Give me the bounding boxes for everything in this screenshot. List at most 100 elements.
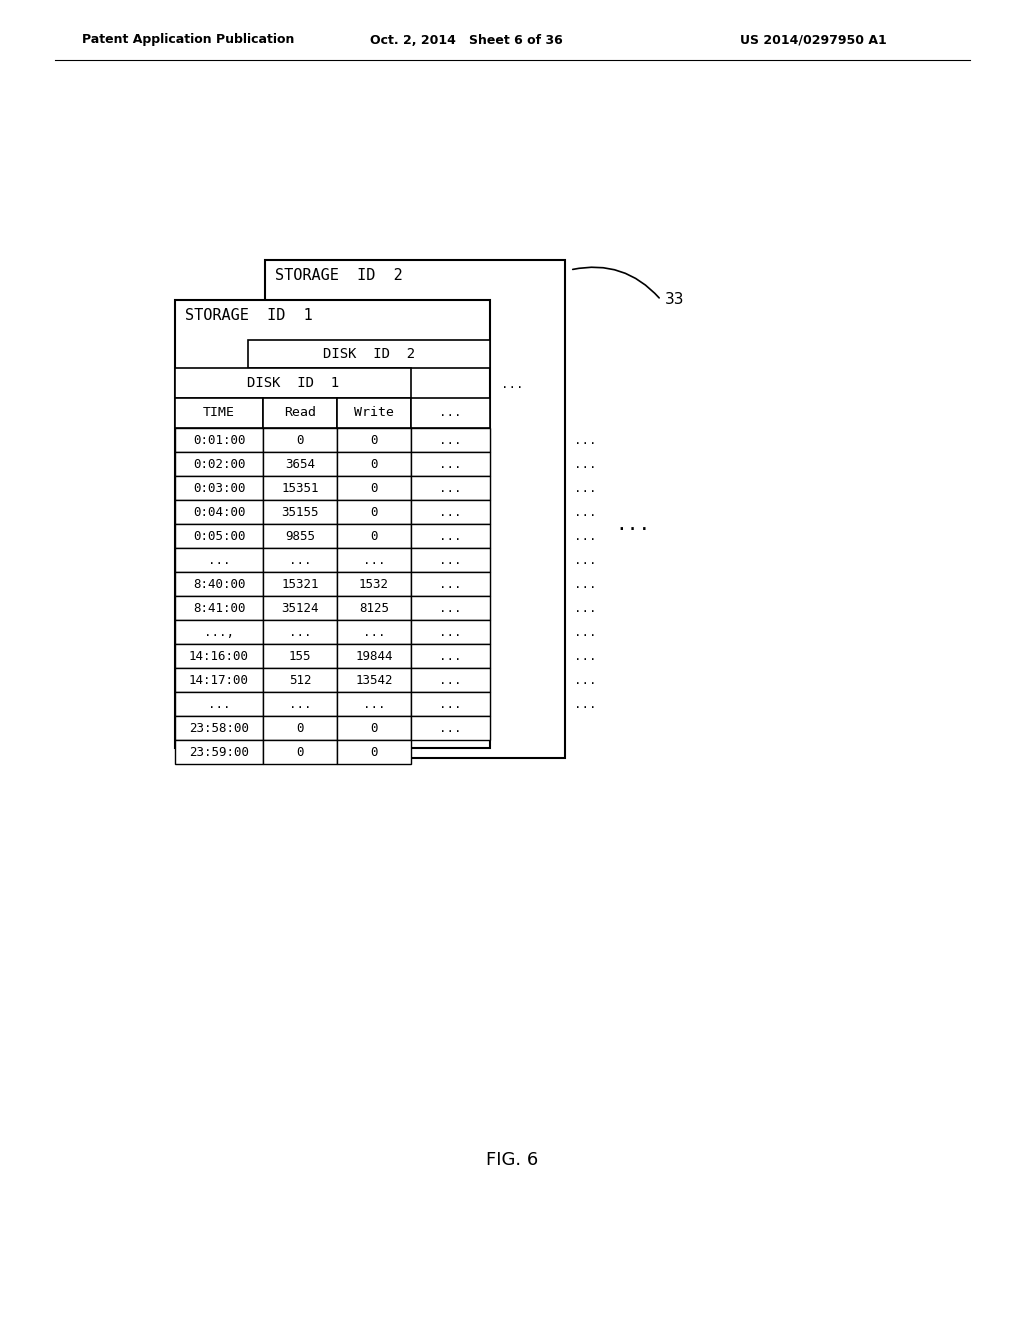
Text: ...: ... bbox=[615, 515, 650, 533]
FancyBboxPatch shape bbox=[263, 548, 337, 572]
FancyBboxPatch shape bbox=[175, 300, 490, 748]
FancyBboxPatch shape bbox=[265, 260, 565, 758]
FancyBboxPatch shape bbox=[337, 524, 411, 548]
FancyBboxPatch shape bbox=[263, 597, 337, 620]
FancyBboxPatch shape bbox=[337, 597, 411, 620]
Text: ...: ... bbox=[439, 722, 462, 734]
Text: ...: ... bbox=[439, 578, 462, 590]
Text: 15351: 15351 bbox=[282, 482, 318, 495]
FancyBboxPatch shape bbox=[337, 572, 411, 597]
FancyBboxPatch shape bbox=[175, 741, 263, 764]
Text: 8125: 8125 bbox=[359, 602, 389, 615]
Text: 0:05:00: 0:05:00 bbox=[193, 529, 246, 543]
Text: TIME: TIME bbox=[203, 407, 234, 420]
Text: Oct. 2, 2014   Sheet 6 of 36: Oct. 2, 2014 Sheet 6 of 36 bbox=[370, 33, 563, 46]
Text: ...: ... bbox=[439, 602, 462, 615]
FancyBboxPatch shape bbox=[411, 428, 490, 451]
FancyBboxPatch shape bbox=[263, 741, 337, 764]
Text: 0: 0 bbox=[371, 482, 378, 495]
Text: 0: 0 bbox=[296, 433, 304, 446]
Text: ...: ... bbox=[573, 697, 596, 710]
FancyBboxPatch shape bbox=[411, 597, 490, 620]
Text: US 2014/0297950 A1: US 2014/0297950 A1 bbox=[740, 33, 887, 46]
FancyBboxPatch shape bbox=[337, 644, 411, 668]
FancyBboxPatch shape bbox=[337, 548, 411, 572]
Text: ...: ... bbox=[573, 482, 596, 495]
Text: 155: 155 bbox=[289, 649, 311, 663]
FancyBboxPatch shape bbox=[411, 451, 490, 477]
Text: ...: ... bbox=[439, 626, 462, 639]
Text: 0:03:00: 0:03:00 bbox=[193, 482, 246, 495]
Text: 0: 0 bbox=[371, 433, 378, 446]
FancyBboxPatch shape bbox=[175, 644, 263, 668]
FancyBboxPatch shape bbox=[175, 668, 263, 692]
FancyBboxPatch shape bbox=[175, 399, 263, 428]
FancyBboxPatch shape bbox=[411, 644, 490, 668]
Text: 0:01:00: 0:01:00 bbox=[193, 433, 246, 446]
Text: ...: ... bbox=[439, 529, 462, 543]
FancyBboxPatch shape bbox=[411, 620, 490, 644]
FancyBboxPatch shape bbox=[263, 620, 337, 644]
Text: ...: ... bbox=[573, 506, 596, 519]
Text: ...: ... bbox=[573, 649, 596, 663]
FancyBboxPatch shape bbox=[175, 500, 263, 524]
FancyBboxPatch shape bbox=[411, 500, 490, 524]
Text: ...: ... bbox=[289, 697, 311, 710]
FancyBboxPatch shape bbox=[175, 597, 263, 620]
FancyBboxPatch shape bbox=[411, 715, 490, 741]
Text: ...: ... bbox=[501, 379, 523, 392]
FancyBboxPatch shape bbox=[175, 368, 411, 399]
Text: DISK  ID  2: DISK ID 2 bbox=[323, 347, 415, 360]
FancyBboxPatch shape bbox=[337, 668, 411, 692]
FancyBboxPatch shape bbox=[411, 668, 490, 692]
FancyBboxPatch shape bbox=[263, 399, 337, 428]
FancyBboxPatch shape bbox=[337, 620, 411, 644]
Text: 15321: 15321 bbox=[282, 578, 318, 590]
FancyBboxPatch shape bbox=[337, 428, 411, 451]
FancyBboxPatch shape bbox=[411, 477, 490, 500]
Text: ...: ... bbox=[362, 553, 385, 566]
FancyBboxPatch shape bbox=[175, 572, 263, 597]
Text: ...: ... bbox=[439, 433, 462, 446]
Text: Read: Read bbox=[284, 407, 316, 420]
Text: ...: ... bbox=[439, 407, 462, 420]
FancyBboxPatch shape bbox=[337, 399, 411, 428]
Text: 0: 0 bbox=[296, 722, 304, 734]
Text: 0: 0 bbox=[371, 458, 378, 470]
Text: Patent Application Publication: Patent Application Publication bbox=[82, 33, 294, 46]
Text: 33: 33 bbox=[665, 293, 684, 308]
FancyBboxPatch shape bbox=[263, 572, 337, 597]
Text: ...: ... bbox=[289, 626, 311, 639]
Text: ...: ... bbox=[573, 673, 596, 686]
FancyBboxPatch shape bbox=[411, 692, 490, 715]
FancyBboxPatch shape bbox=[411, 548, 490, 572]
Text: 0: 0 bbox=[371, 506, 378, 519]
FancyBboxPatch shape bbox=[337, 451, 411, 477]
Text: ...: ... bbox=[573, 458, 596, 470]
Text: ...: ... bbox=[439, 553, 462, 566]
Text: ...: ... bbox=[573, 626, 596, 639]
Text: ...: ... bbox=[362, 697, 385, 710]
Text: 35124: 35124 bbox=[282, 602, 318, 615]
Text: 0: 0 bbox=[296, 746, 304, 759]
FancyBboxPatch shape bbox=[175, 428, 263, 451]
FancyBboxPatch shape bbox=[175, 451, 263, 477]
FancyBboxPatch shape bbox=[263, 668, 337, 692]
Text: FIG. 6: FIG. 6 bbox=[485, 1151, 539, 1170]
FancyBboxPatch shape bbox=[411, 524, 490, 548]
Text: 8:40:00: 8:40:00 bbox=[193, 578, 246, 590]
Text: 0: 0 bbox=[371, 529, 378, 543]
Text: ...: ... bbox=[573, 553, 596, 566]
FancyBboxPatch shape bbox=[263, 477, 337, 500]
FancyBboxPatch shape bbox=[263, 451, 337, 477]
Text: DISK  ID  1: DISK ID 1 bbox=[247, 376, 339, 389]
Text: ...: ... bbox=[362, 626, 385, 639]
Text: ...: ... bbox=[439, 697, 462, 710]
Text: STORAGE  ID  2: STORAGE ID 2 bbox=[275, 268, 402, 284]
Text: ...: ... bbox=[439, 482, 462, 495]
Text: ...: ... bbox=[208, 697, 230, 710]
FancyBboxPatch shape bbox=[175, 524, 263, 548]
FancyBboxPatch shape bbox=[337, 500, 411, 524]
FancyBboxPatch shape bbox=[175, 477, 263, 500]
Text: 1532: 1532 bbox=[359, 578, 389, 590]
